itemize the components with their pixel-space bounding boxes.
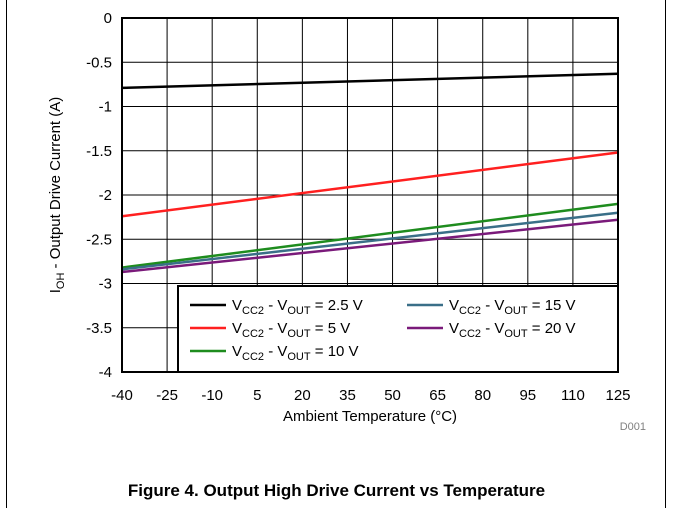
y-tick-label: -2	[99, 187, 112, 204]
x-tick-label: 125	[605, 387, 630, 404]
legend-entry: VCC2 - VOUT = 20 V	[449, 320, 576, 340]
y-label-rest: - Output Drive Current (A)	[47, 97, 64, 273]
chart: VCC2 - VOUT = 2.5 V VCC2 - VOUT = 5 V VCC2…	[47, 10, 646, 433]
y-tick-label: 0	[104, 10, 112, 27]
y-tick-label: -1	[99, 99, 112, 116]
series-lines	[121, 72, 619, 274]
x-tick-label: 35	[339, 387, 356, 404]
plot-border	[121, 17, 619, 373]
x-tick-label: 50	[384, 387, 401, 404]
x-tick-label: 95	[519, 387, 536, 404]
y-tick-label: -1.5	[86, 143, 112, 160]
y-label-subscript: OH	[55, 273, 67, 290]
frame-left-border	[6, 0, 7, 508]
x-tick-label: 80	[474, 387, 491, 404]
x-tick-label: -10	[201, 387, 223, 404]
y-tick-label: -0.5	[86, 54, 112, 71]
x-tick-labels: -40 -25 -10 5 20 35 50 65 80 95 110 125	[111, 387, 630, 404]
y-label-symbol: I	[47, 289, 64, 293]
series-line	[121, 202, 619, 269]
y-tick-label: -3.5	[86, 320, 112, 337]
legend-entry: VCC2 - VOUT = 5 V	[232, 320, 350, 340]
y-axis-label: IOH - Output Drive Current (A)	[47, 97, 67, 294]
x-tick-label: 65	[429, 387, 446, 404]
x-tick-label: 110	[561, 387, 585, 404]
figure-id: D001	[620, 421, 646, 433]
legend-entry: VCC2 - VOUT = 10 V	[232, 343, 359, 363]
legend: VCC2 - VOUT = 2.5 V VCC2 - VOUT = 5 V VCC2…	[177, 285, 619, 373]
y-tick-label: -3	[99, 276, 112, 293]
x-tick-label: -25	[156, 387, 178, 404]
x-tick-label: -40	[111, 387, 133, 404]
y-tick-label: -2.5	[86, 231, 112, 248]
figure-caption: Figure 4. Output High Drive Current vs T…	[127, 481, 546, 500]
x-axis-label: Ambient Temperature (°C)	[283, 408, 457, 425]
series-line	[121, 151, 619, 218]
x-tick-label: 5	[253, 387, 261, 404]
series-line	[121, 211, 619, 271]
legend-entry: VCC2 - VOUT = 2.5 V	[232, 297, 363, 317]
x-tick-label: 20	[294, 387, 311, 404]
y-tick-label: -4	[99, 364, 112, 381]
frame-right-border	[665, 0, 666, 508]
series-line	[121, 72, 619, 90]
series-line	[121, 218, 619, 274]
y-tick-labels: 0 -0.5 -1 -1.5 -2 -2.5 -3 -3.5 -4	[86, 10, 112, 381]
legend-entry: VCC2 - VOUT = 15 V	[449, 297, 576, 317]
